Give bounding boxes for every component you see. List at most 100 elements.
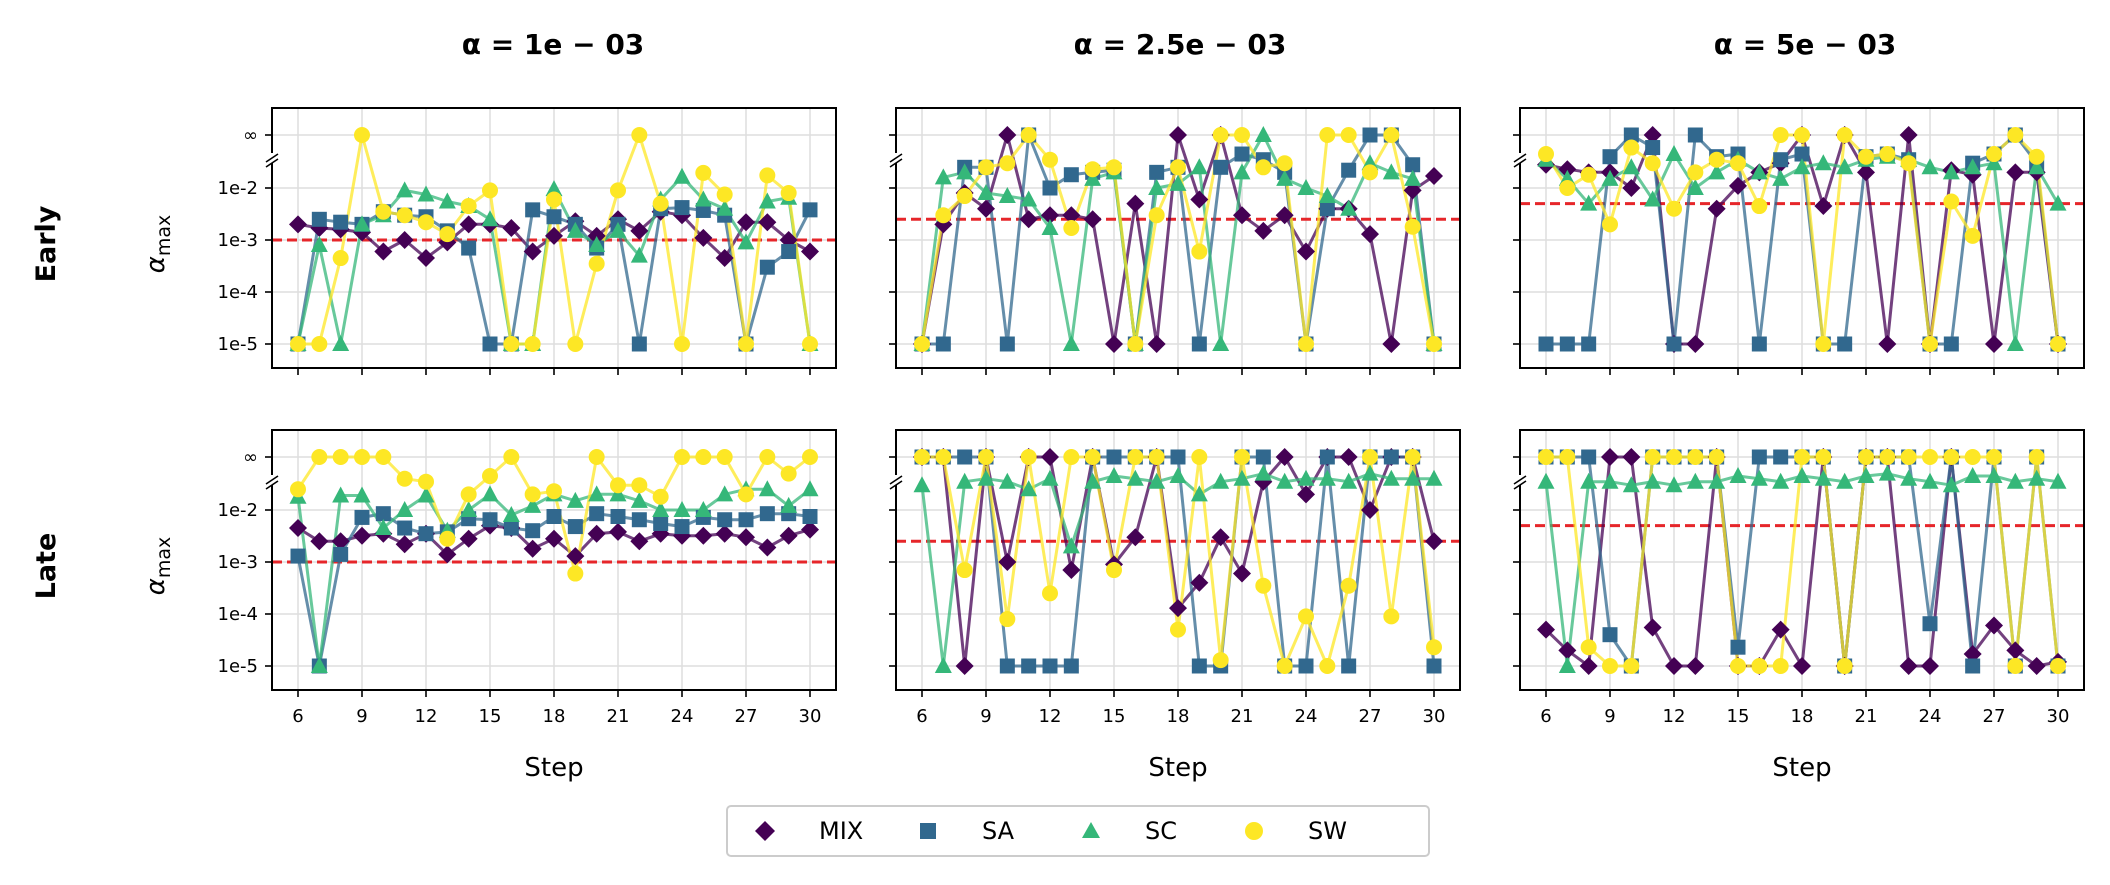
marker-mix-p3-s20 bbox=[587, 524, 606, 543]
marker-mix-p0-s16 bbox=[502, 219, 521, 238]
marker-sc-p4-s16 bbox=[1126, 469, 1144, 486]
marker-sw-p3-s19 bbox=[567, 565, 584, 582]
marker-sw-p4-s12 bbox=[1042, 585, 1058, 602]
marker-mix-p1-s22 bbox=[1254, 221, 1273, 240]
marker-mix-p3-s22 bbox=[630, 532, 649, 551]
marker-mix-p4-s16 bbox=[1126, 528, 1145, 547]
marker-sc-p4-s17 bbox=[1148, 472, 1166, 489]
marker-sw-p1-s19 bbox=[1191, 243, 1208, 260]
marker-sw-p2-s20 bbox=[1836, 127, 1853, 143]
marker-sc-p0-s26 bbox=[716, 199, 734, 216]
marker-mix-p0-s28 bbox=[758, 213, 777, 232]
marker-mix-p5-s28 bbox=[2006, 641, 2025, 660]
marker-mix-p1-s10 bbox=[998, 126, 1017, 144]
x-tick-label: 18 bbox=[1167, 706, 1190, 727]
marker-sw-p2-s29 bbox=[2028, 148, 2045, 165]
marker-mix-p1-s29 bbox=[1403, 181, 1422, 200]
marker-sa-p2-s6 bbox=[1538, 336, 1554, 352]
marker-sa-p4-s28 bbox=[1383, 449, 1399, 465]
marker-sw-p2-s23 bbox=[1900, 155, 1917, 172]
legend-label: MIX bbox=[819, 817, 863, 845]
marker-sa-p0-s7 bbox=[311, 211, 327, 227]
marker-mix-p2-s19 bbox=[1814, 197, 1833, 216]
marker-sc-p4-s21 bbox=[1233, 469, 1251, 486]
marker-sw-p2-s18 bbox=[1794, 127, 1810, 143]
y-axis-label: αmax bbox=[141, 215, 175, 274]
marker-sw-p3-s20 bbox=[588, 449, 605, 465]
marker-sa-p1-s13 bbox=[1063, 167, 1079, 183]
marker-sc-p5-s28 bbox=[2006, 472, 2024, 489]
x-tick-label: 18 bbox=[543, 706, 566, 727]
marker-sw-p5-s29 bbox=[2028, 449, 2045, 465]
marker-mix-p0-s22 bbox=[630, 221, 649, 240]
marker-sw-p4-s29 bbox=[1404, 449, 1421, 465]
marker-sw-p2-s7 bbox=[1559, 180, 1576, 196]
marker-sw-p3-s29 bbox=[780, 465, 797, 482]
marker-sw-p4-s19 bbox=[1191, 449, 1208, 465]
x-tick-label: 12 bbox=[1039, 706, 1062, 727]
marker-sc-p1-s11 bbox=[1020, 190, 1038, 207]
marker-sc-p0-s28 bbox=[758, 192, 776, 209]
marker-sw-p4-s18 bbox=[1170, 621, 1186, 638]
marker-sa-p4-s12 bbox=[1042, 658, 1058, 674]
axis-break bbox=[889, 475, 903, 490]
marker-sw-p2-s14 bbox=[1708, 151, 1725, 168]
marker-sw-p0-s7 bbox=[311, 336, 328, 352]
panel-early-2 bbox=[1513, 107, 2085, 375]
marker-mix-p1-s28 bbox=[1382, 335, 1401, 353]
marker-sc-p2-s11 bbox=[1644, 190, 1662, 207]
titles-layer: α = 1e − 03 α = 2.5e − 03 α = 5e − 03 Ea… bbox=[31, 28, 1896, 599]
marker-mix-p3-s14 bbox=[459, 529, 478, 548]
marker-mix-p2-s23 bbox=[1899, 126, 1918, 144]
marker-sc-p4-s7 bbox=[934, 657, 952, 673]
x-tick-label: 21 bbox=[1855, 706, 1878, 727]
marker-sa-p0-s22 bbox=[631, 336, 647, 352]
axis-break bbox=[265, 153, 279, 168]
marker-sc-p0-s11 bbox=[396, 181, 414, 198]
marker-sc-p1-s10 bbox=[998, 187, 1016, 204]
legend-item-sa: SA bbox=[920, 817, 1015, 845]
marker-sc-p2-s8 bbox=[1580, 194, 1598, 211]
col-title-1: α = 2.5e − 03 bbox=[1074, 28, 1287, 61]
marker-sw-p3-s11 bbox=[396, 470, 413, 487]
marker-sc-p5-s12 bbox=[1665, 476, 1683, 493]
marker-mix-p0-s12 bbox=[417, 249, 435, 268]
x-tick-label: 30 bbox=[799, 706, 822, 727]
legend-frame bbox=[726, 805, 1430, 857]
marker-sw-p1-s8 bbox=[956, 188, 973, 205]
marker-sw-p2-s6 bbox=[1538, 146, 1554, 163]
marker-mix-p3-s30 bbox=[801, 520, 819, 539]
marker-sw-p2-s16 bbox=[1751, 198, 1768, 215]
marker-mix-p3-s21 bbox=[609, 522, 627, 541]
marker-sc-p3-s17 bbox=[524, 496, 542, 513]
marker-mix-p4-s19 bbox=[1190, 573, 1209, 592]
marker-sa-p5-s26 bbox=[1965, 658, 1981, 674]
marker-sw-p5-s16 bbox=[1751, 658, 1768, 674]
marker-sa-p2-s18 bbox=[1794, 146, 1810, 162]
marker-mix-p0-s27 bbox=[737, 213, 755, 232]
marker-sa-p3-s11 bbox=[397, 520, 413, 536]
marker-sc-p4-s27 bbox=[1361, 464, 1379, 481]
marker-sw-p1-s17 bbox=[1148, 207, 1165, 224]
marker-sa-p2-s9 bbox=[1602, 149, 1618, 165]
marker-mix-p4-s27 bbox=[1361, 501, 1379, 519]
marker-mix-p1-s19 bbox=[1190, 190, 1209, 209]
marker-sc-p5-s16 bbox=[1750, 469, 1768, 486]
legend: MIX SA SC SW bbox=[726, 805, 1430, 857]
marker-sw-p1-s21 bbox=[1234, 127, 1250, 143]
marker-sw-p0-s25 bbox=[695, 164, 712, 181]
marker-sa-p0-s15 bbox=[482, 336, 498, 352]
marker-sa-p3-s16 bbox=[503, 520, 519, 536]
marker-sw-p2-s10 bbox=[1623, 139, 1640, 156]
marker-sw-p1-s10 bbox=[999, 155, 1016, 172]
marker-sc-p4-s29 bbox=[1404, 469, 1422, 486]
y-tick-label: 1e-2 bbox=[218, 500, 258, 521]
marker-sw-p2-s25 bbox=[1943, 193, 1960, 210]
marker-sc-p5-s9 bbox=[1601, 472, 1619, 489]
marker-sc-p2-s26 bbox=[1964, 158, 1982, 175]
panel-early-1 bbox=[889, 107, 1461, 375]
marker-sw-p5-s17 bbox=[1772, 658, 1789, 674]
col-title-0: α = 1e − 03 bbox=[462, 28, 645, 61]
marker-sw-p4-s16 bbox=[1127, 449, 1144, 465]
marker-mix-p0-s10 bbox=[374, 242, 393, 261]
